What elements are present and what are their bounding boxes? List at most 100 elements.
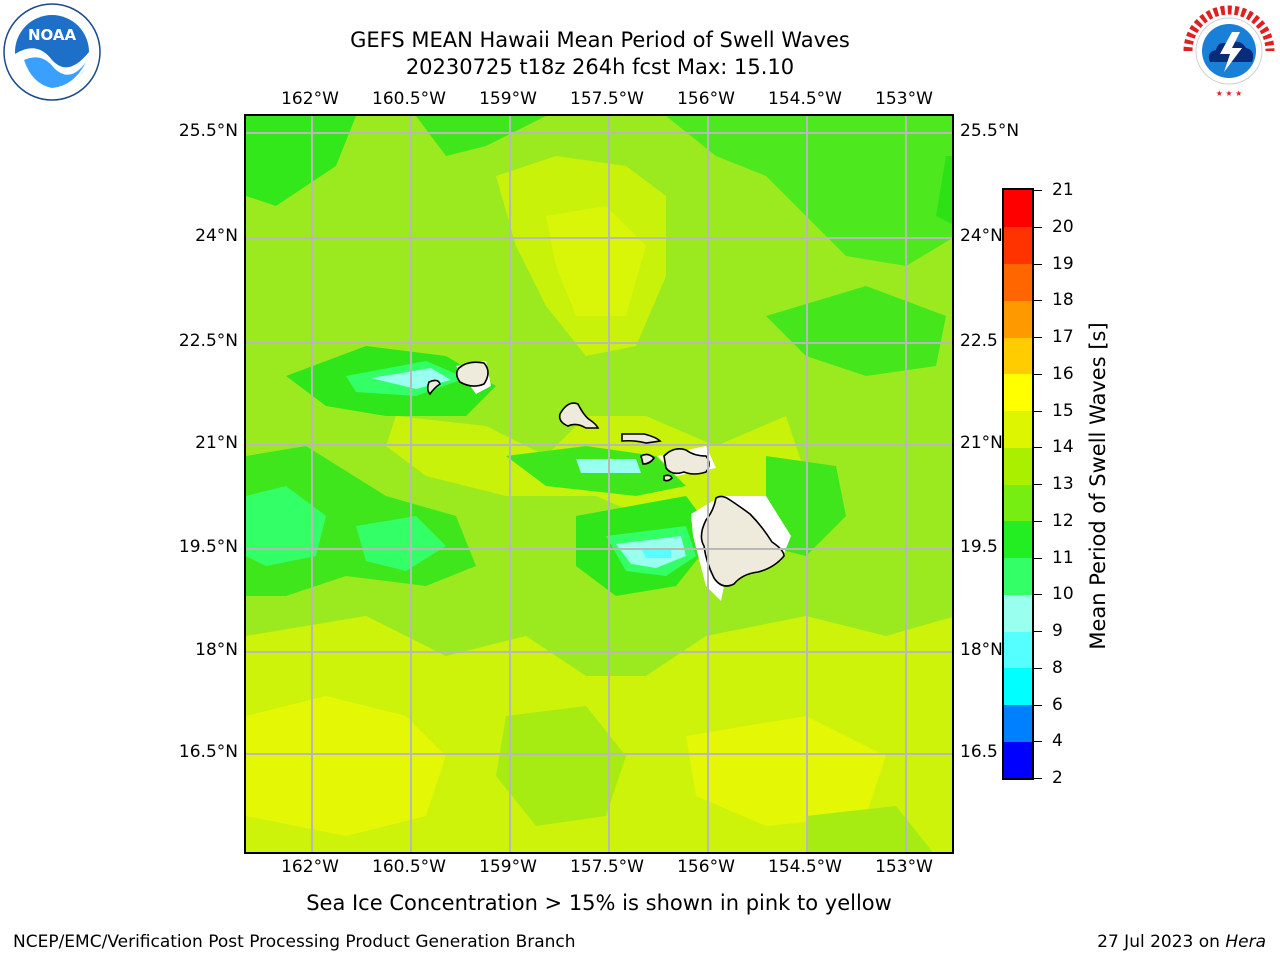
colorbar-tick bbox=[1034, 778, 1042, 779]
footer-date: 27 Jul 2023 on Hera bbox=[1097, 932, 1266, 952]
lat-label-left: 16.5°N bbox=[178, 742, 238, 762]
svg-text:★ ★ ★: ★ ★ ★ bbox=[1216, 89, 1243, 98]
lat-label-right: 18°N bbox=[960, 640, 1003, 660]
island-kauai bbox=[455, 361, 489, 387]
field-11-12-nw bbox=[246, 116, 546, 156]
colorbar-segment bbox=[1004, 337, 1032, 375]
lon-label-bottom: 160.5°W bbox=[372, 857, 446, 877]
colorbar-tick bbox=[1034, 263, 1042, 265]
colorbar-tick-label: 8 bbox=[1052, 657, 1063, 678]
lon-label-bottom: 159°W bbox=[479, 857, 537, 877]
field-10-11-west2 bbox=[356, 516, 446, 571]
colorbar-segment bbox=[1004, 263, 1032, 301]
colorbar-tick-label: 12 bbox=[1052, 510, 1074, 531]
colorbar-segment bbox=[1004, 631, 1032, 669]
colorbar-tick-label: 15 bbox=[1052, 400, 1074, 421]
colorbar-segment bbox=[1004, 226, 1032, 264]
colorbar-segment bbox=[1004, 447, 1032, 485]
colorbar-tick-label: 20 bbox=[1052, 216, 1074, 237]
noaa-logo-text: NOAA bbox=[28, 26, 77, 44]
colorbar-segment bbox=[1004, 594, 1032, 632]
lat-label-left: 25.5°N bbox=[178, 121, 238, 141]
lat-label-left: 19.5°N bbox=[178, 537, 238, 557]
lat-label-right: 16.5 bbox=[960, 742, 998, 762]
colorbar-tick-label: 21 bbox=[1052, 180, 1074, 200]
lon-label-top: 156°W bbox=[677, 89, 735, 109]
chart-subtitle: 20230725 t18z 264h fcst Max: 15.10 bbox=[405, 55, 795, 79]
lon-label-top: 160.5°W bbox=[372, 89, 446, 109]
colorbar-segment bbox=[1004, 520, 1032, 558]
field-11-12-nw2 bbox=[246, 116, 356, 206]
colorbar-tick-label: 10 bbox=[1052, 584, 1074, 605]
colorbar-segment bbox=[1004, 557, 1032, 595]
colorbar-tick-label: 13 bbox=[1052, 474, 1074, 494]
lon-label-bottom: 162°W bbox=[281, 857, 339, 877]
colorbar-tick-label: 11 bbox=[1052, 547, 1074, 568]
lon-label-bottom: 153°W bbox=[875, 857, 933, 877]
footer-credit: NCEP/EMC/Verification Post Processing Pr… bbox=[13, 932, 576, 952]
field-11-12-east bbox=[766, 286, 946, 376]
colorbar-segment bbox=[1004, 300, 1032, 338]
colorbar-tick bbox=[1034, 631, 1042, 632]
sea-ice-caption: Sea Ice Concentration > 15% is shown in … bbox=[306, 891, 892, 915]
colorbar-segment bbox=[1004, 741, 1032, 778]
colorbar-segment bbox=[1004, 484, 1032, 522]
colorbar-tick-label: 2 bbox=[1052, 768, 1063, 788]
nws-logo: ★ ★ ★ bbox=[1180, 2, 1278, 100]
footer-date-text: 27 Jul 2023 on bbox=[1097, 932, 1226, 952]
colorbar-tick-label: 16 bbox=[1052, 363, 1074, 384]
field-11-12-ne-edge bbox=[936, 156, 952, 224]
colorbar-tick bbox=[1034, 337, 1042, 338]
colorbar-tick bbox=[1034, 557, 1042, 559]
chart-title: GEFS MEAN Hawaii Mean Period of Swell Wa… bbox=[350, 28, 850, 52]
island-molokai bbox=[621, 433, 662, 444]
colorbar-segment bbox=[1004, 667, 1032, 705]
colorbar-tick bbox=[1034, 704, 1042, 706]
field-12-13-se-corner bbox=[806, 806, 933, 852]
field-14-north-core bbox=[546, 206, 646, 316]
colorbar-tick bbox=[1034, 741, 1042, 743]
field-10-11-west bbox=[246, 486, 326, 566]
colorbar-tick-label: 14 bbox=[1052, 437, 1074, 458]
lon-label-bottom: 156°W bbox=[677, 857, 735, 877]
graticule bbox=[246, 116, 952, 852]
coastlines bbox=[426, 361, 785, 587]
lat-label-right: 22.5 bbox=[960, 331, 998, 351]
field-14-15-sw bbox=[246, 696, 446, 836]
colorbar-tick bbox=[1034, 373, 1042, 375]
colorbar-tick bbox=[1034, 667, 1042, 669]
lat-label-right: 24°N bbox=[960, 226, 1003, 246]
colorbar-segment bbox=[1004, 373, 1032, 411]
colorbar-tick bbox=[1034, 484, 1042, 485]
lat-label-left: 21°N bbox=[195, 433, 238, 453]
colorbar-tick bbox=[1034, 447, 1042, 449]
lat-label-right: 19.5 bbox=[960, 537, 998, 557]
colorbar-segment bbox=[1004, 704, 1032, 742]
island-hawaii bbox=[700, 495, 785, 587]
colorbar-tick-label: 4 bbox=[1052, 731, 1063, 752]
colorbar-tick bbox=[1034, 226, 1042, 228]
field-12-13-south-mid bbox=[496, 706, 626, 826]
lat-label-right: 21°N bbox=[960, 433, 1003, 453]
lon-label-top: 159°W bbox=[479, 89, 537, 109]
island-oahu bbox=[558, 402, 600, 429]
colorbar bbox=[1002, 188, 1034, 780]
colorbar-tick-label: 19 bbox=[1052, 253, 1074, 274]
lon-label-bottom: 157.5°W bbox=[570, 857, 644, 877]
colorbar-tick bbox=[1034, 190, 1042, 191]
colorbar-tick-label: 18 bbox=[1052, 290, 1074, 311]
colorbar-tick-label: 17 bbox=[1052, 327, 1074, 347]
lat-label-left: 18°N bbox=[195, 640, 238, 660]
field-8-9-south-hawaii bbox=[641, 548, 671, 558]
footer-host: Hera bbox=[1225, 932, 1266, 952]
map-panel bbox=[244, 114, 954, 854]
colorbar-title: Mean Period of Swell Waves [s] bbox=[1086, 322, 1110, 650]
field-14-15-se bbox=[686, 716, 886, 826]
lon-label-top: 157.5°W bbox=[570, 89, 644, 109]
field-11-12-ne bbox=[666, 116, 952, 266]
lat-label-left: 22.5°N bbox=[178, 331, 238, 351]
colorbar-tick bbox=[1034, 300, 1042, 302]
lon-label-top: 154.5°W bbox=[768, 89, 842, 109]
colorbar-tick bbox=[1034, 594, 1042, 596]
lat-label-right: 25.5°N bbox=[960, 121, 1020, 141]
